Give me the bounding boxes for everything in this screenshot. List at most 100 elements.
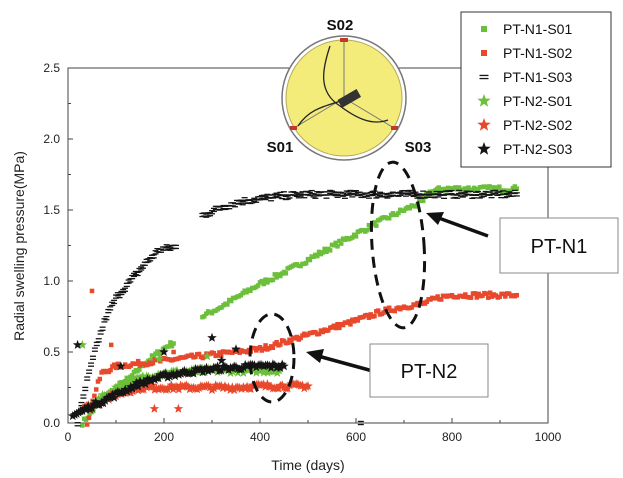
- data-point: [168, 369, 178, 379]
- data-point: [496, 191, 503, 193]
- data-point: [325, 191, 332, 193]
- data-point: [126, 381, 136, 391]
- data-point: [249, 199, 256, 201]
- data-point: [456, 189, 463, 192]
- legend-item-pt-n2-s02: PT-N2-S02: [477, 117, 572, 133]
- data-point: [364, 195, 371, 197]
- data-point: [125, 279, 132, 281]
- data-point: [253, 198, 260, 200]
- data-point: [269, 194, 276, 196]
- data-point: [132, 270, 139, 273]
- data-point: [235, 200, 242, 202]
- data-point: [477, 94, 491, 107]
- data-point: [471, 197, 478, 199]
- data-point: [218, 205, 225, 208]
- data-point: [334, 193, 341, 195]
- data-point: [477, 118, 491, 131]
- data-point: [193, 354, 198, 360]
- data-point: [297, 380, 308, 390]
- data-point: [479, 74, 489, 77]
- data-point: [127, 281, 134, 283]
- data-point: [220, 207, 227, 210]
- data-point: [82, 386, 89, 389]
- data-point: [137, 367, 142, 372]
- data-point: [356, 191, 363, 193]
- data-point: [332, 191, 339, 194]
- data-point: [122, 290, 128, 292]
- data-point: [220, 381, 230, 391]
- data-point: [258, 379, 269, 389]
- data-point: [500, 190, 507, 192]
- data-point: [502, 196, 509, 199]
- data-point: [461, 195, 468, 197]
- data-point: [459, 193, 466, 195]
- data-point: [327, 248, 333, 253]
- data-point: [103, 315, 110, 318]
- data-point: [312, 197, 319, 199]
- data-point: [338, 241, 344, 246]
- data-point: [372, 220, 377, 225]
- data-point: [373, 194, 380, 196]
- data-point: [307, 257, 313, 263]
- data-point: [273, 195, 280, 197]
- data-point: [384, 197, 391, 199]
- data-point: [397, 191, 404, 193]
- data-point: [481, 26, 487, 32]
- data-point: [266, 194, 273, 196]
- data-point: [215, 353, 220, 358]
- data-point: [285, 340, 290, 346]
- data-point: [373, 197, 380, 199]
- data-point: [424, 196, 431, 198]
- data-point: [95, 379, 101, 384]
- data-point: [375, 196, 382, 198]
- data-point: [341, 197, 348, 199]
- data-point: [388, 195, 395, 197]
- data-point: [433, 190, 440, 193]
- data-point: [364, 312, 370, 318]
- data-point: [159, 347, 169, 356]
- data-point: [93, 387, 99, 392]
- data-point: [433, 193, 440, 196]
- data-point: [97, 376, 103, 382]
- data-point: [149, 403, 160, 413]
- data-point: [257, 199, 263, 201]
- data-point: [262, 379, 273, 389]
- data-point: [407, 206, 413, 211]
- inset-cable: [322, 45, 389, 123]
- data-point: [107, 306, 114, 308]
- data-point: [203, 216, 210, 218]
- pt-n1-callout-box: [499, 217, 619, 274]
- data-point: [88, 365, 95, 367]
- x-tick-label: 400: [250, 430, 270, 444]
- data-point: [247, 199, 254, 202]
- data-point: [125, 282, 132, 284]
- data-point: [78, 405, 85, 407]
- data-point: [337, 238, 342, 244]
- data-point: [388, 192, 395, 194]
- data-point: [209, 210, 215, 212]
- data-point: [331, 243, 337, 248]
- y-tick-label: 0.0: [43, 416, 60, 430]
- data-point: [397, 194, 404, 196]
- data-point: [261, 281, 266, 287]
- data-point: [448, 193, 455, 195]
- pt-n1-arrowhead: [426, 212, 444, 225]
- data-point: [148, 380, 158, 390]
- data-point: [346, 319, 351, 324]
- data-point: [237, 202, 244, 204]
- data-point: [232, 206, 239, 208]
- data-point: [374, 223, 379, 228]
- data-point: [322, 246, 327, 252]
- data-point: [364, 227, 370, 233]
- data-point: [166, 380, 177, 390]
- data-point: [237, 350, 242, 355]
- data-point: [82, 389, 89, 392]
- data-point: [474, 295, 480, 300]
- data-point: [262, 195, 269, 198]
- data-point: [414, 197, 421, 199]
- data-point: [461, 192, 468, 194]
- data-point: [303, 260, 309, 266]
- data-point: [386, 305, 392, 311]
- data-point: [249, 202, 256, 204]
- data-point: [504, 196, 511, 198]
